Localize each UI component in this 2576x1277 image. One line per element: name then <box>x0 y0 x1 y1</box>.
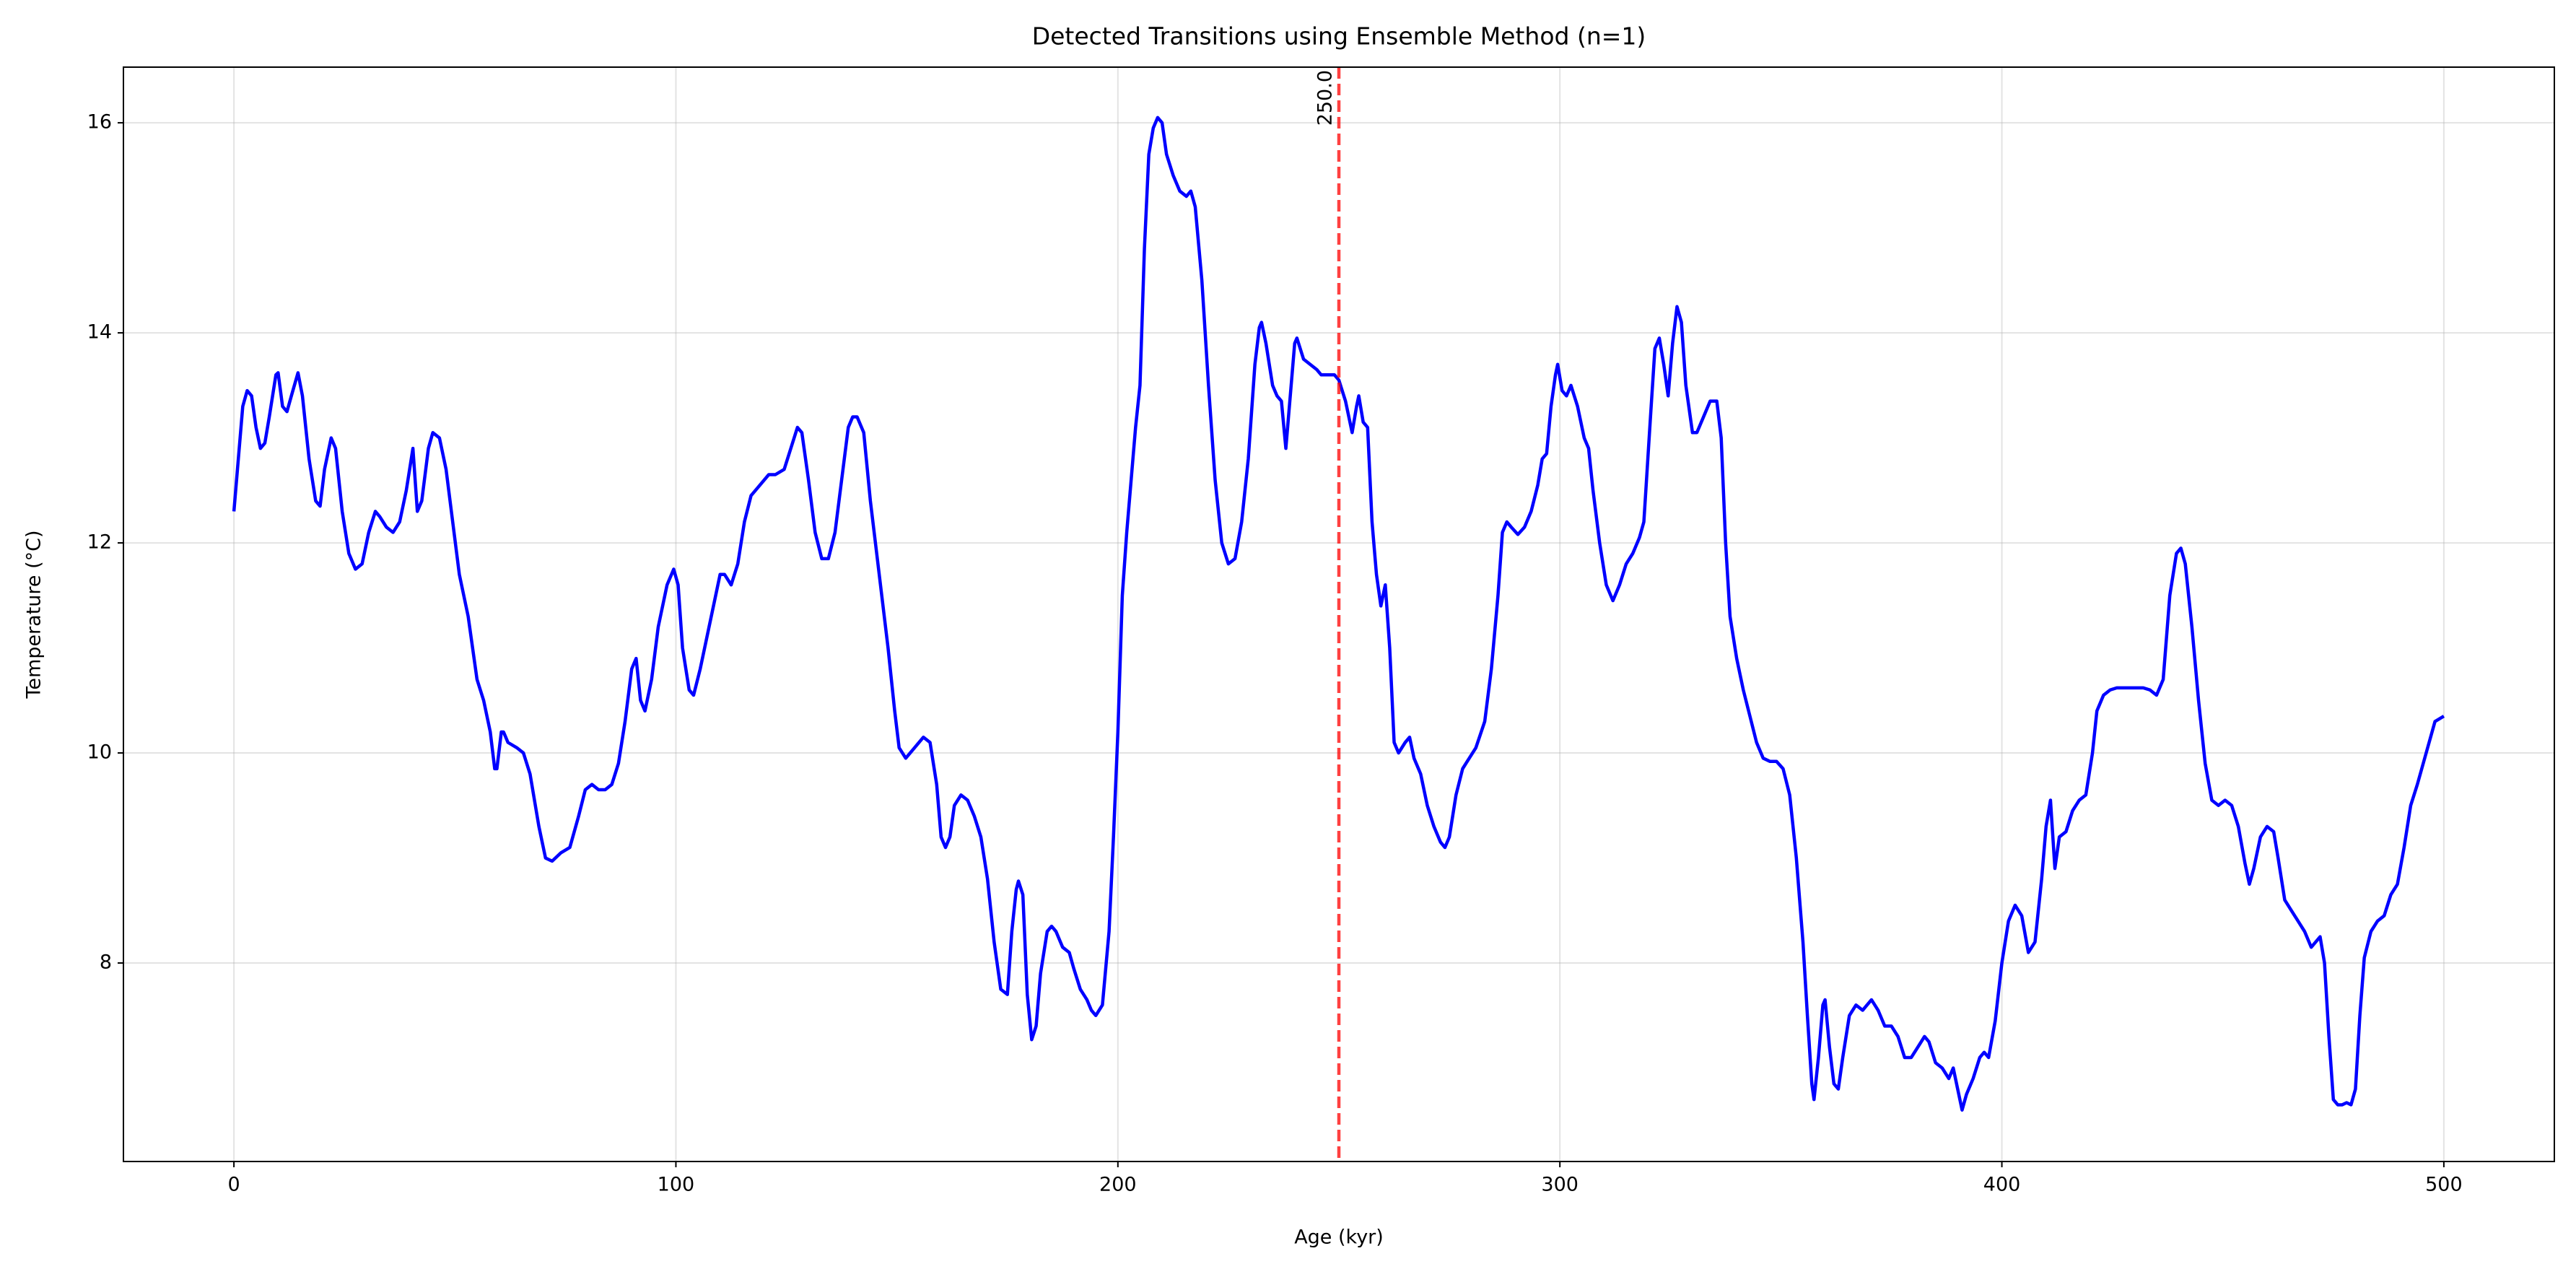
x-tick-label: 200 <box>1099 1174 1137 1196</box>
y-tick-label: 14 <box>87 321 112 344</box>
y-tick-label: 10 <box>87 741 112 764</box>
transition-label: 250.0 <box>1314 70 1337 126</box>
plot-frame <box>123 66 2555 1162</box>
x-tick-label: 400 <box>1983 1174 2021 1196</box>
x-tick-label: 100 <box>658 1174 695 1196</box>
y-axis-label: Temperature (°C) <box>23 530 45 699</box>
y-tick-label: 12 <box>87 531 112 554</box>
chart-title: Detected Transitions using Ensemble Meth… <box>1032 22 1646 51</box>
data-line <box>232 116 2445 1112</box>
x-tick-label: 300 <box>1541 1174 1579 1196</box>
x-axis-label: Age (kyr) <box>1294 1226 1384 1249</box>
y-tick-label: 8 <box>100 951 112 974</box>
x-tick-label: 0 <box>227 1174 240 1196</box>
x-tick-label: 500 <box>2425 1174 2463 1196</box>
y-tick-label: 16 <box>87 111 112 134</box>
